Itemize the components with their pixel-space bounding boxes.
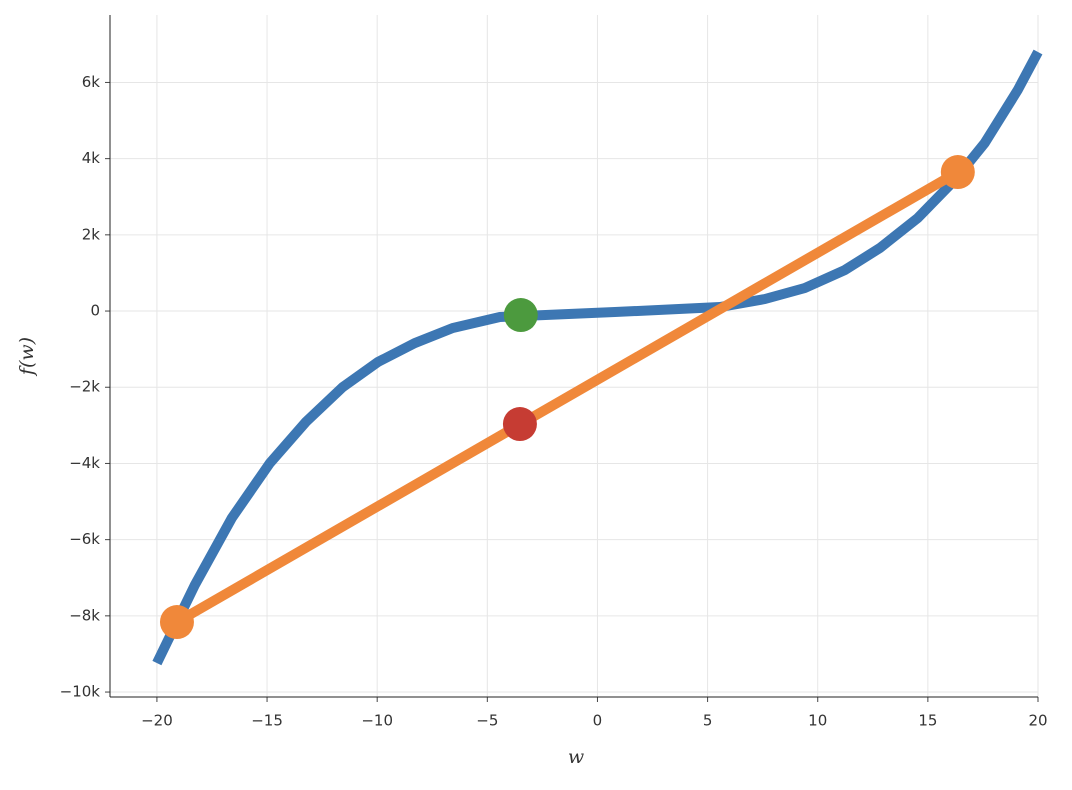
line	[152, 49, 1043, 666]
y-tick-label: 0	[90, 302, 100, 320]
x-tick-label: 20	[1028, 712, 1047, 730]
x-tick-label: −5	[476, 712, 498, 730]
y-tick-label: 6k	[82, 73, 101, 91]
x-tick-label: 0	[593, 712, 603, 730]
y-tick-label: −8k	[69, 606, 100, 624]
y-tick-label: 4k	[82, 149, 101, 167]
x-tick-label: −20	[141, 712, 173, 730]
marker	[503, 298, 538, 333]
x-tick-label: 5	[703, 712, 713, 730]
y-tick-label: −10k	[60, 683, 101, 701]
x-tick-label: −10	[361, 712, 393, 730]
x-tick-label: 10	[808, 712, 827, 730]
x-tick-label: 15	[918, 712, 937, 730]
y-tick-label: −2k	[69, 378, 100, 396]
y-tick-label: −6k	[69, 530, 100, 548]
marker	[940, 155, 975, 190]
line	[174, 167, 961, 627]
x-axis-title: w	[568, 746, 584, 768]
x-tick-label: −15	[251, 712, 283, 730]
y-tick-label: 2k	[82, 225, 101, 243]
y-axis-title: f(w)	[16, 337, 38, 377]
marker	[502, 407, 537, 442]
y-tick-label: −4k	[69, 454, 100, 472]
marker	[159, 605, 194, 640]
